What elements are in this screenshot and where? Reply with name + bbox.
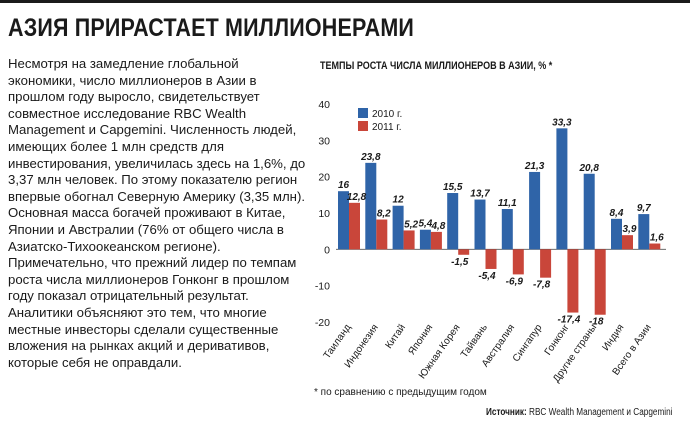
y-axis: 40 30 20 10 0 -10 -20 (315, 99, 666, 329)
data-label-2010: 5,4 (418, 219, 432, 230)
bar-2010 (474, 199, 486, 250)
bar-2011 (540, 249, 552, 278)
top-rule (0, 0, 690, 3)
bar-2011 (458, 249, 470, 255)
category-label: Япония (406, 322, 435, 357)
y-tick-label: 0 (324, 244, 330, 256)
data-label-2010: 13,7 (470, 189, 490, 200)
bar-2011 (403, 230, 415, 250)
data-label-2010: 15,5 (443, 182, 463, 193)
category-label: Индия (600, 322, 626, 353)
bar-2010 (529, 171, 541, 250)
bar-2010 (338, 191, 349, 250)
bar-2010 (501, 209, 513, 250)
source-label: Источник: (486, 407, 527, 418)
y-tick-label: 30 (318, 135, 330, 147)
category-label: Гонконг (543, 322, 572, 357)
y-tick-label: 10 (318, 208, 330, 220)
bar-2010 (583, 173, 595, 250)
data-label-2010: 33,3 (552, 117, 572, 128)
category-label: Китай (384, 322, 409, 350)
data-label-2010: 21,3 (524, 161, 545, 172)
legend: 2010 г. 2011 г. (358, 108, 402, 133)
data-label-2010: 20,8 (578, 163, 599, 174)
bars (338, 128, 661, 315)
data-label-2011: -17,4 (558, 315, 581, 326)
bar-2011 (622, 235, 633, 250)
data-label-2011: 5,2 (404, 219, 418, 230)
bar-2010 (556, 128, 568, 250)
article-text: Несмотря на замедление глобальной эконом… (8, 56, 306, 370)
data-label-2010: 16 (338, 180, 350, 191)
bar-2010 (447, 193, 459, 250)
chart-title: ТЕМПЫ РОСТА ЧИСЛА МИЛЛИОНЕРОВ В АЗИИ, % … (320, 60, 553, 72)
data-label-2011: -1,5 (451, 257, 469, 268)
data-label-2010: 8,4 (610, 208, 624, 219)
data-label-2011: -5,4 (478, 271, 496, 282)
bar-2011 (485, 249, 497, 269)
legend-swatch-2010 (358, 108, 368, 118)
bar-2010 (365, 162, 377, 250)
bar-2010 (611, 218, 622, 250)
data-label-2010: 23,8 (360, 152, 381, 163)
data-label-2010: 12 (393, 195, 405, 206)
source-line: Источник: RBC Wealth Management и Capgem… (486, 407, 672, 418)
data-label-2011: 4,8 (430, 221, 445, 232)
headline: АЗИЯ ПРИРАСТАЕТ МИЛЛИОНЕРАМИ (8, 14, 415, 42)
bar-2011 (649, 243, 661, 250)
legend-swatch-2011 (358, 121, 368, 131)
data-label-2011: 3,9 (623, 224, 637, 235)
bar-2010 (392, 205, 404, 250)
data-label-2011: -6,9 (506, 276, 524, 287)
bar-2011 (376, 219, 388, 250)
bar-2010 (419, 229, 431, 250)
y-tick-label: 40 (318, 99, 330, 111)
legend-label-2010: 2010 г. (372, 109, 402, 120)
bar-2010 (638, 214, 650, 250)
data-label-2011: 8,2 (377, 209, 391, 220)
source-text: RBC Wealth Management и Capgemini (529, 407, 673, 418)
bar-2011 (430, 231, 442, 250)
data-label-2011: -18 (589, 317, 604, 328)
footnote: * по сравнению с предыдущим годом (314, 387, 487, 398)
bar-2011 (567, 249, 579, 313)
data-label-2010: 9,7 (637, 203, 651, 214)
data-label-2010: 11,1 (498, 198, 517, 209)
y-tick-label: -10 (315, 281, 330, 293)
bar-2011 (512, 249, 524, 275)
data-label-2011: 1,6 (650, 233, 664, 244)
legend-label-2011: 2011 г. (372, 122, 402, 133)
data-label-2011: -7,8 (533, 280, 551, 291)
y-tick-label: -20 (315, 317, 330, 329)
y-tick-label: 20 (318, 172, 330, 184)
bar-2011 (594, 249, 606, 315)
bar-2011 (349, 202, 360, 250)
data-label-2011: 12,8 (347, 192, 367, 203)
